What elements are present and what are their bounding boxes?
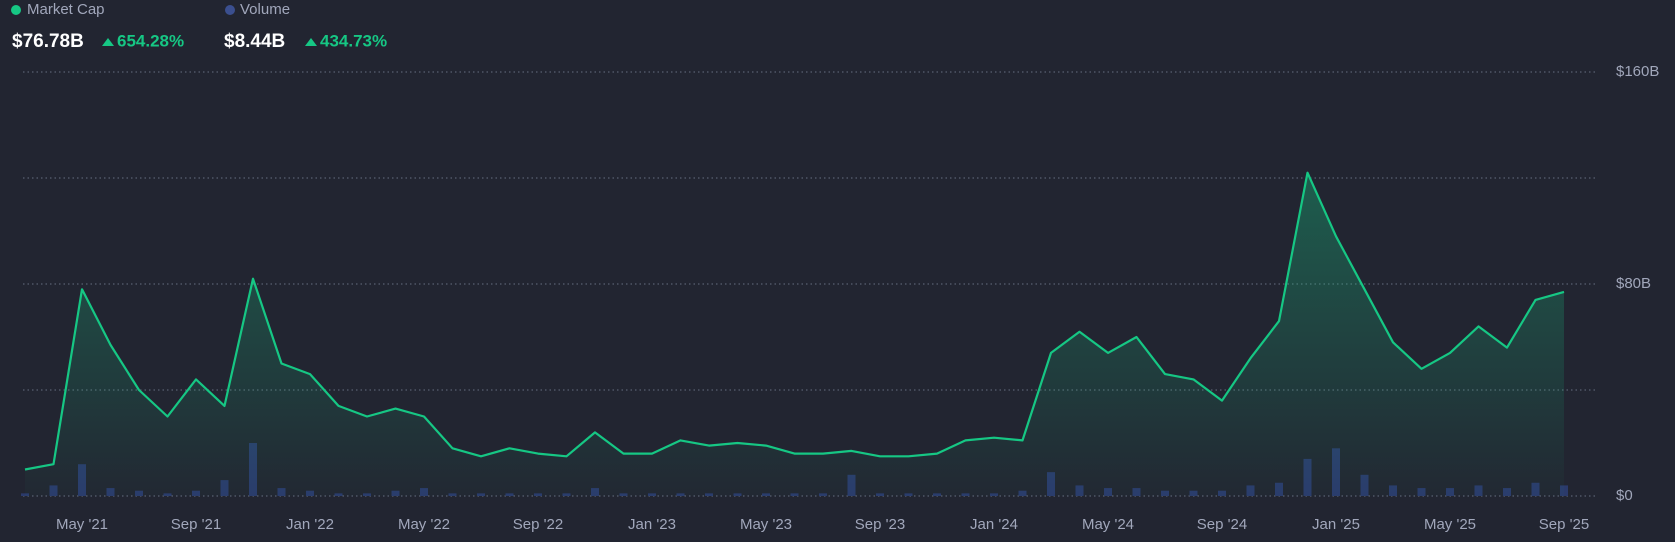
area-fill <box>25 172 1564 496</box>
x-tick-label: Sep '21 <box>171 516 221 533</box>
x-tick-label: Sep '24 <box>1197 516 1247 533</box>
stat-value: $8.44B <box>224 31 285 52</box>
x-tick-label: Sep '25 <box>1539 516 1589 533</box>
x-tick-label: Jan '23 <box>628 516 676 533</box>
x-tick-label: May '22 <box>398 516 450 533</box>
x-tick-label: May '23 <box>740 516 792 533</box>
x-tick-label: Sep '22 <box>513 516 563 533</box>
up-arrow <box>102 38 114 46</box>
x-tick-label: Sep '23 <box>855 516 905 533</box>
up-arrow <box>305 38 317 46</box>
header: Market Cap Volume $76.78B 654.28% $8.44B… <box>11 1 387 52</box>
x-tick-label: May '21 <box>56 516 108 533</box>
legend-dot <box>11 5 21 15</box>
x-tick-label: Jan '25 <box>1312 516 1360 533</box>
legend-label[interactable]: Volume <box>240 1 290 18</box>
legend-label[interactable]: Market Cap <box>27 1 105 18</box>
x-tick-label: Jan '24 <box>970 516 1018 533</box>
stat-value: $76.78B <box>12 31 84 52</box>
stat-change: 654.28% <box>117 31 184 50</box>
y-tick-label: $160B <box>1616 63 1659 80</box>
x-tick-label: Jan '22 <box>286 516 334 533</box>
x-tick-label: May '24 <box>1082 516 1134 533</box>
y-tick-label: $80B <box>1616 275 1651 292</box>
line <box>24 171 1565 471</box>
x-tick-label: May '25 <box>1424 516 1476 533</box>
legend-dot <box>225 5 235 15</box>
y-tick-label: $0 <box>1616 487 1633 504</box>
stat-change: 434.73% <box>320 31 387 50</box>
